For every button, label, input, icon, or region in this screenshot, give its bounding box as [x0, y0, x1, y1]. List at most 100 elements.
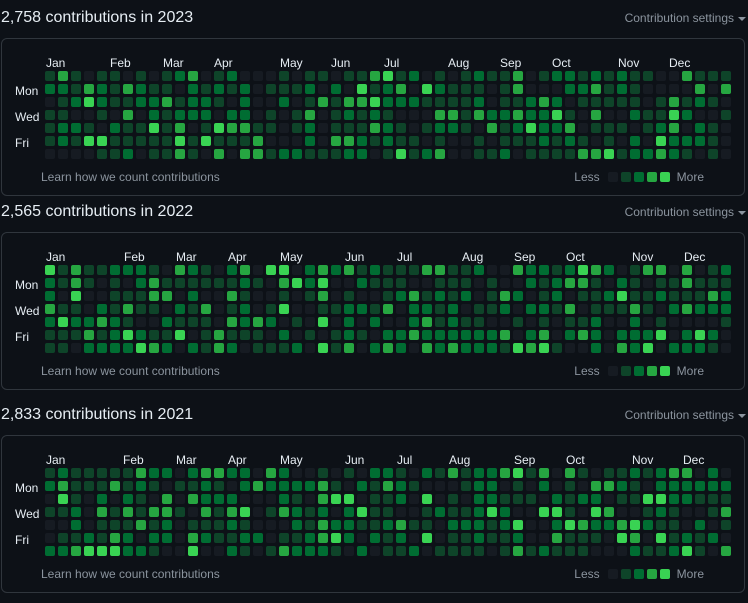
contribution-day-cell[interactable]	[578, 494, 588, 504]
contribution-day-cell[interactable]	[513, 494, 523, 504]
contribution-day-cell[interactable]	[526, 97, 536, 107]
contribution-day-cell[interactable]	[305, 494, 315, 504]
contribution-day-cell[interactable]	[721, 494, 731, 504]
contribution-day-cell[interactable]	[370, 278, 380, 288]
contribution-day-cell[interactable]	[435, 507, 445, 517]
contribution-day-cell[interactable]	[656, 520, 666, 530]
contribution-day-cell[interactable]	[409, 123, 419, 133]
contribution-day-cell[interactable]	[643, 291, 653, 301]
contribution-day-cell[interactable]	[227, 546, 237, 556]
contribution-day-cell[interactable]	[370, 507, 380, 517]
contribution-day-cell[interactable]	[201, 481, 211, 491]
contribution-day-cell[interactable]	[266, 291, 276, 301]
contribution-day-cell[interactable]	[500, 110, 510, 120]
contribution-day-cell[interactable]	[136, 278, 146, 288]
contribution-day-cell[interactable]	[682, 136, 692, 146]
contribution-day-cell[interactable]	[552, 71, 562, 81]
contribution-day-cell[interactable]	[305, 291, 315, 301]
contribution-day-cell[interactable]	[383, 468, 393, 478]
contribution-day-cell[interactable]	[487, 520, 497, 530]
contribution-day-cell[interactable]	[110, 97, 120, 107]
contribution-day-cell[interactable]	[201, 507, 211, 517]
contribution-day-cell[interactable]	[253, 507, 263, 517]
contribution-day-cell[interactable]	[409, 507, 419, 517]
contribution-day-cell[interactable]	[201, 520, 211, 530]
contribution-day-cell[interactable]	[708, 317, 718, 327]
contribution-day-cell[interactable]	[617, 304, 627, 314]
contribution-day-cell[interactable]	[84, 507, 94, 517]
contribution-day-cell[interactable]	[266, 304, 276, 314]
contribution-day-cell[interactable]	[526, 71, 536, 81]
contribution-day-cell[interactable]	[240, 110, 250, 120]
contribution-day-cell[interactable]	[110, 343, 120, 353]
contribution-day-cell[interactable]	[669, 136, 679, 146]
contribution-day-cell[interactable]	[487, 110, 497, 120]
contribution-day-cell[interactable]	[253, 330, 263, 340]
contribution-day-cell[interactable]	[630, 317, 640, 327]
contribution-day-cell[interactable]	[97, 481, 107, 491]
contribution-day-cell[interactable]	[656, 71, 666, 81]
contribution-day-cell[interactable]	[461, 533, 471, 543]
contribution-day-cell[interactable]	[110, 546, 120, 556]
contribution-day-cell[interactable]	[604, 278, 614, 288]
contribution-day-cell[interactable]	[110, 265, 120, 275]
contribution-day-cell[interactable]	[279, 84, 289, 94]
contribution-day-cell[interactable]	[617, 317, 627, 327]
contribution-day-cell[interactable]	[409, 291, 419, 301]
contribution-day-cell[interactable]	[448, 481, 458, 491]
contribution-day-cell[interactable]	[305, 468, 315, 478]
contribution-day-cell[interactable]	[136, 84, 146, 94]
contribution-day-cell[interactable]	[201, 533, 211, 543]
contribution-day-cell[interactable]	[214, 343, 224, 353]
contribution-day-cell[interactable]	[123, 468, 133, 478]
contribution-day-cell[interactable]	[240, 494, 250, 504]
contribution-day-cell[interactable]	[318, 136, 328, 146]
contribution-day-cell[interactable]	[695, 110, 705, 120]
contribution-day-cell[interactable]	[305, 533, 315, 543]
contribution-day-cell[interactable]	[279, 110, 289, 120]
contribution-day-cell[interactable]	[630, 149, 640, 159]
contribution-day-cell[interactable]	[396, 343, 406, 353]
contribution-day-cell[interactable]	[58, 317, 68, 327]
contribution-day-cell[interactable]	[682, 304, 692, 314]
contribution-day-cell[interactable]	[552, 481, 562, 491]
contribution-day-cell[interactable]	[344, 317, 354, 327]
contribution-day-cell[interactable]	[643, 71, 653, 81]
contribution-day-cell[interactable]	[331, 71, 341, 81]
contribution-day-cell[interactable]	[162, 520, 172, 530]
contribution-day-cell[interactable]	[123, 546, 133, 556]
contribution-day-cell[interactable]	[370, 330, 380, 340]
contribution-day-cell[interactable]	[591, 97, 601, 107]
contribution-day-cell[interactable]	[370, 84, 380, 94]
contribution-day-cell[interactable]	[136, 546, 146, 556]
contribution-day-cell[interactable]	[370, 520, 380, 530]
contribution-day-cell[interactable]	[721, 149, 731, 159]
contribution-day-cell[interactable]	[604, 71, 614, 81]
contribution-day-cell[interactable]	[201, 278, 211, 288]
contribution-day-cell[interactable]	[643, 546, 653, 556]
contribution-day-cell[interactable]	[58, 481, 68, 491]
contribution-day-cell[interactable]	[110, 520, 120, 530]
contribution-day-cell[interactable]	[591, 149, 601, 159]
contribution-day-cell[interactable]	[578, 149, 588, 159]
contribution-day-cell[interactable]	[435, 494, 445, 504]
contribution-day-cell[interactable]	[45, 481, 55, 491]
contribution-day-cell[interactable]	[175, 97, 185, 107]
contribution-day-cell[interactable]	[97, 84, 107, 94]
contribution-day-cell[interactable]	[565, 278, 575, 288]
contribution-day-cell[interactable]	[526, 84, 536, 94]
contribution-day-cell[interactable]	[617, 330, 627, 340]
contribution-day-cell[interactable]	[669, 520, 679, 530]
contribution-day-cell[interactable]	[565, 546, 575, 556]
contribution-day-cell[interactable]	[487, 343, 497, 353]
contribution-day-cell[interactable]	[396, 265, 406, 275]
contribution-day-cell[interactable]	[409, 278, 419, 288]
contribution-day-cell[interactable]	[279, 291, 289, 301]
contribution-day-cell[interactable]	[331, 149, 341, 159]
contribution-day-cell[interactable]	[669, 123, 679, 133]
contribution-day-cell[interactable]	[396, 481, 406, 491]
contribution-day-cell[interactable]	[721, 330, 731, 340]
contribution-day-cell[interactable]	[357, 278, 367, 288]
contribution-day-cell[interactable]	[318, 97, 328, 107]
contribution-day-cell[interactable]	[396, 546, 406, 556]
